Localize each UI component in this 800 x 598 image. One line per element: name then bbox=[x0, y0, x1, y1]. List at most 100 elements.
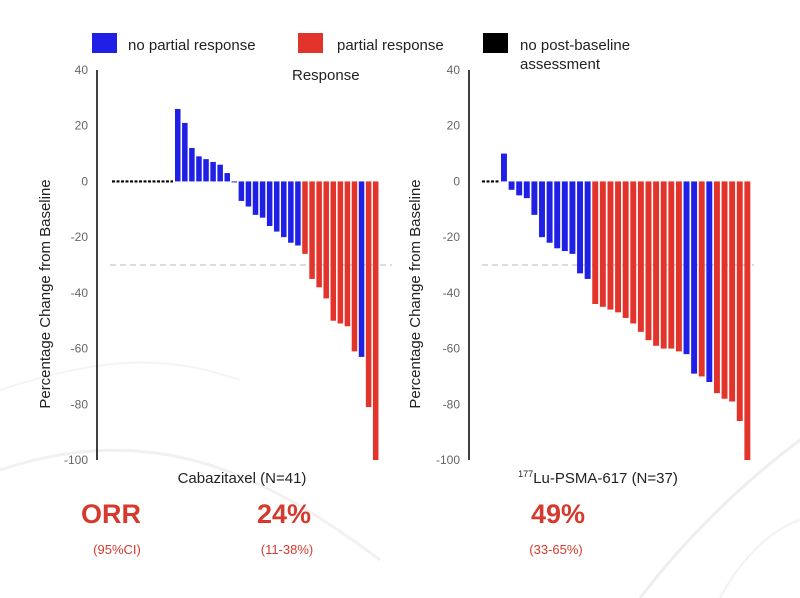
waterfall-bar bbox=[736, 181, 743, 421]
waterfall-bar bbox=[358, 181, 365, 357]
right-panel-title-sup: 177 bbox=[518, 469, 533, 479]
waterfall-bar bbox=[175, 109, 181, 182]
waterfall-bar bbox=[698, 181, 705, 377]
waterfall-bar bbox=[252, 181, 259, 215]
y-tick-label: -40 bbox=[71, 286, 89, 300]
waterfall-bar bbox=[622, 181, 629, 318]
y-tick-label: -80 bbox=[71, 397, 89, 411]
waterfall-bar bbox=[238, 181, 245, 201]
waterfall-bar bbox=[231, 181, 238, 183]
waterfall-bar bbox=[729, 181, 736, 402]
waterfall-bar bbox=[273, 181, 280, 232]
y-tick-label: 40 bbox=[447, 63, 461, 77]
waterfall-bar bbox=[203, 159, 209, 182]
y-tick-label: -100 bbox=[436, 453, 460, 467]
legend-label-no-partial-response: no partial response bbox=[128, 37, 256, 54]
waterfall-bar bbox=[691, 181, 698, 374]
right-y-axis-label: Percentage Change from Baseline bbox=[407, 179, 424, 408]
y-tick-label: 0 bbox=[453, 174, 460, 188]
legend-label-partial-response: partial response bbox=[337, 37, 444, 54]
y-tick-label: -80 bbox=[443, 397, 461, 411]
waterfall-bar bbox=[309, 181, 315, 279]
waterfall-bar bbox=[645, 181, 652, 341]
waterfall-bar bbox=[744, 181, 751, 460]
legend: no partial response partial response no … bbox=[92, 33, 630, 84]
y-tick-label: 20 bbox=[75, 119, 89, 133]
waterfall-bar bbox=[546, 181, 553, 243]
waterfall-bar bbox=[508, 181, 515, 190]
waterfall-bar bbox=[344, 181, 351, 327]
waterfall-bar bbox=[365, 181, 372, 408]
right-panel-title: 177Lu-PSMA-617 (N=37) bbox=[518, 469, 678, 487]
orr-label: ORR bbox=[81, 499, 141, 529]
orr-ci-label: (95%CI) bbox=[93, 542, 141, 557]
legend-title: Response bbox=[292, 67, 360, 84]
y-tick-label: 0 bbox=[81, 174, 88, 188]
legend-swatch-partial-response bbox=[298, 33, 323, 53]
waterfall-bar bbox=[706, 181, 713, 382]
waterfall-bar bbox=[660, 181, 667, 349]
waterfall-bar bbox=[501, 153, 507, 182]
waterfall-bar bbox=[330, 181, 337, 321]
waterfall-bar bbox=[554, 181, 561, 249]
waterfall-bar bbox=[561, 181, 568, 252]
waterfall-bar bbox=[607, 181, 614, 310]
y-tick-label: -20 bbox=[443, 230, 461, 244]
y-tick-label: 40 bbox=[75, 63, 89, 77]
y-tick-label: -60 bbox=[443, 342, 461, 356]
waterfall-bar bbox=[615, 181, 622, 313]
y-tick-label: -20 bbox=[71, 230, 89, 244]
waterfall-bar bbox=[531, 181, 538, 215]
waterfall-bar bbox=[302, 181, 308, 254]
waterfall-bar bbox=[281, 181, 287, 238]
waterfall-bar bbox=[196, 156, 202, 182]
lupsma-panel: Percentage Change from Baseline 40 20 0 -20… bbox=[407, 63, 754, 487]
waterfall-bar bbox=[721, 181, 728, 399]
waterfall-bar bbox=[245, 181, 252, 207]
y-tick-label: -100 bbox=[64, 453, 88, 467]
waterfall-bar bbox=[637, 181, 644, 332]
waterfall-bar bbox=[630, 181, 637, 324]
legend-label-no-post-baseline: no post-baseline assessment bbox=[520, 37, 630, 73]
waterfall-bar bbox=[182, 122, 188, 182]
waterfall-bar bbox=[577, 181, 583, 274]
waterfall-bar bbox=[337, 181, 344, 324]
waterfall-bar bbox=[295, 181, 301, 246]
waterfall-bar bbox=[569, 181, 576, 254]
waterfall-bar bbox=[288, 181, 294, 243]
waterfall-bar bbox=[217, 164, 223, 182]
waterfall-bar bbox=[668, 181, 675, 349]
waterfall-bar bbox=[675, 181, 682, 352]
waterfall-bar bbox=[189, 148, 195, 182]
legend-swatch-no-partial-response bbox=[92, 33, 117, 53]
waterfall-bar bbox=[210, 161, 216, 182]
y-tick-label: -60 bbox=[71, 342, 89, 356]
waterfall-bar bbox=[584, 181, 591, 279]
y-tick-label: 20 bbox=[447, 119, 461, 133]
left-panel-title: Cabazitaxel (N=41) bbox=[178, 470, 307, 487]
waterfall-bar bbox=[539, 181, 545, 238]
waterfall-bar bbox=[372, 181, 379, 460]
legend-swatch-no-post-baseline bbox=[483, 33, 508, 53]
orr-summary: ORR (95%CI) 24% (11-38%) 49% (33-65%) bbox=[81, 499, 585, 557]
y-tick-label: -40 bbox=[443, 286, 461, 300]
waterfall-bar bbox=[323, 181, 329, 299]
lupsma-orr-ci: (33-65%) bbox=[529, 542, 582, 557]
waterfall-bar bbox=[224, 173, 230, 182]
waterfall-bar bbox=[683, 181, 690, 355]
waterfall-bar bbox=[266, 181, 273, 226]
cabazitaxel-panel: Percentage Change from Baseline 40 20 0 -20… bbox=[37, 63, 392, 487]
waterfall-bar bbox=[516, 181, 523, 196]
waterfall-bar bbox=[653, 181, 660, 346]
waterfall-bar bbox=[599, 181, 606, 307]
right-panel-title-main: Lu-PSMA-617 (N=37) bbox=[533, 470, 678, 487]
cabazitaxel-orr-value: 24% bbox=[257, 499, 311, 529]
left-y-axis-label: Percentage Change from Baseline bbox=[37, 179, 54, 408]
waterfall-bar bbox=[713, 181, 720, 394]
cabazitaxel-orr-ci: (11-38%) bbox=[261, 542, 314, 557]
waterfall-bar bbox=[592, 181, 599, 304]
waterfall-bar bbox=[523, 181, 530, 199]
waterfall-bar bbox=[316, 181, 322, 288]
